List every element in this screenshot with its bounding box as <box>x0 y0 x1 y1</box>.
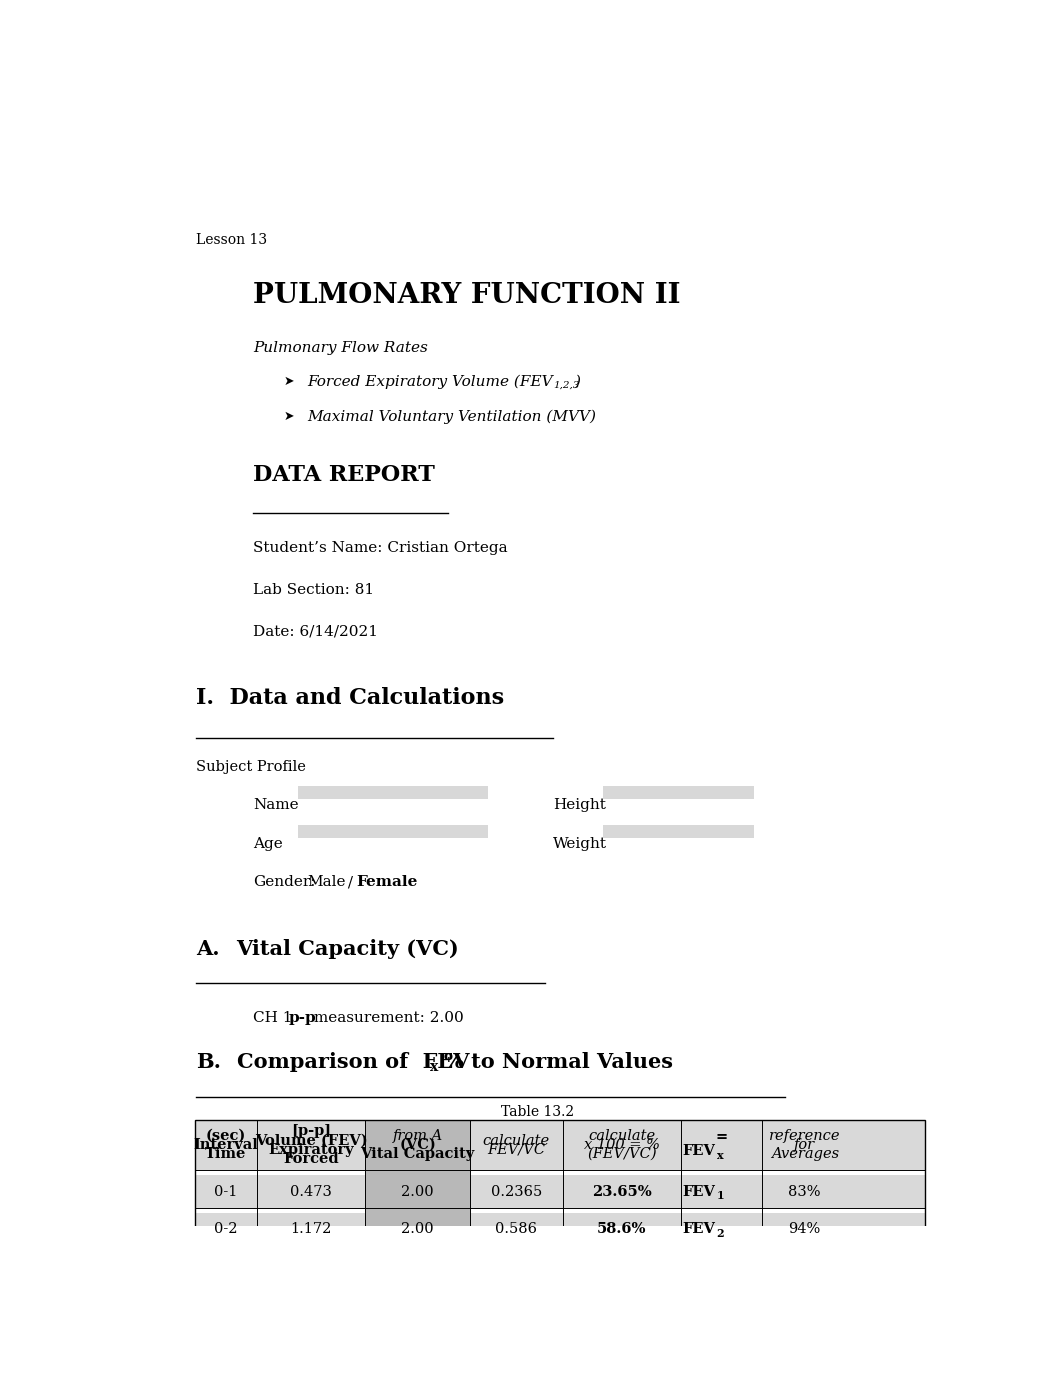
Text: Weight: Weight <box>553 837 606 851</box>
Text: Averages: Averages <box>771 1147 839 1161</box>
Text: Time: Time <box>205 1147 246 1161</box>
Text: p-p: p-p <box>289 1011 316 1024</box>
Text: ): ) <box>575 375 581 388</box>
FancyBboxPatch shape <box>297 825 487 837</box>
Text: 1.172: 1.172 <box>290 1223 331 1237</box>
Text: 23.65%: 23.65% <box>592 1184 652 1198</box>
Text: Lab Section: 81: Lab Section: 81 <box>253 582 374 596</box>
Text: 83%: 83% <box>788 1184 821 1198</box>
Text: Lesson 13: Lesson 13 <box>196 233 268 246</box>
Text: reference: reference <box>769 1129 840 1143</box>
Text: Expiratory: Expiratory <box>269 1143 354 1157</box>
Text: DATA REPORT: DATA REPORT <box>253 464 434 486</box>
Text: 0-1: 0-1 <box>215 1184 238 1198</box>
Text: 2.00: 2.00 <box>401 1184 434 1198</box>
Text: /: / <box>343 876 358 890</box>
Text: I.  Data and Calculations: I. Data and Calculations <box>196 687 504 709</box>
Text: [p-p]: [p-p] <box>291 1125 331 1139</box>
Bar <box>194 1170 925 1176</box>
Text: Age: Age <box>253 837 282 851</box>
Text: CH 1: CH 1 <box>253 1011 297 1024</box>
Text: Gender:: Gender: <box>253 876 315 890</box>
Bar <box>365 1170 469 1176</box>
Text: Pulmonary Flow Rates: Pulmonary Flow Rates <box>253 340 428 355</box>
Text: (FEV/VC): (FEV/VC) <box>587 1147 656 1161</box>
Text: 0.473: 0.473 <box>290 1184 332 1198</box>
FancyBboxPatch shape <box>603 825 754 837</box>
Text: B.: B. <box>196 1052 221 1073</box>
Text: measurement: 2.00: measurement: 2.00 <box>309 1011 464 1024</box>
Bar <box>365 1120 469 1246</box>
Text: FEV: FEV <box>682 1144 715 1158</box>
Text: Subject Profile: Subject Profile <box>196 760 306 774</box>
Text: Date: 6/14/2021: Date: 6/14/2021 <box>253 624 378 638</box>
Bar <box>194 1208 925 1213</box>
Text: Male: Male <box>307 876 345 890</box>
Text: Forced: Forced <box>284 1151 339 1166</box>
Text: 58.6%: 58.6% <box>597 1223 647 1237</box>
Text: ➤: ➤ <box>284 375 294 388</box>
Text: calculate: calculate <box>588 1129 655 1143</box>
Text: (VC): (VC) <box>399 1137 435 1153</box>
Text: 94%: 94% <box>789 1223 821 1237</box>
Text: % to Normal Values: % to Normal Values <box>444 1052 673 1073</box>
Text: from A: from A <box>393 1129 443 1143</box>
Text: =: = <box>716 1131 727 1144</box>
Text: Height: Height <box>553 799 605 812</box>
Text: 1,2,3: 1,2,3 <box>553 381 580 390</box>
Text: FEV/VC: FEV/VC <box>487 1143 546 1157</box>
Text: 2: 2 <box>717 1228 724 1239</box>
Text: Vital Capacity (VC): Vital Capacity (VC) <box>237 939 460 960</box>
Text: 0.2365: 0.2365 <box>491 1184 542 1198</box>
Text: Vital Capacity: Vital Capacity <box>360 1147 475 1161</box>
Text: Forced Expiratory Volume (FEV: Forced Expiratory Volume (FEV <box>307 375 552 390</box>
Bar <box>365 1208 469 1213</box>
Text: 2.00: 2.00 <box>401 1223 434 1237</box>
Text: FEV: FEV <box>682 1184 715 1198</box>
Text: Volume (FEV): Volume (FEV) <box>255 1133 367 1147</box>
Text: for: for <box>794 1137 816 1153</box>
Text: Student’s Name: Cristian Ortega: Student’s Name: Cristian Ortega <box>253 541 508 555</box>
Text: ➤: ➤ <box>284 410 294 423</box>
FancyBboxPatch shape <box>603 786 754 799</box>
Text: Interval: Interval <box>193 1137 258 1153</box>
Text: Comparison of  FEV: Comparison of FEV <box>237 1052 469 1073</box>
Text: x 100 = %: x 100 = % <box>584 1137 660 1153</box>
Text: A.: A. <box>196 939 220 960</box>
Text: Maximal Voluntary Ventilation (MVV): Maximal Voluntary Ventilation (MVV) <box>307 410 596 424</box>
Text: calculate: calculate <box>483 1133 550 1147</box>
Bar <box>194 1120 925 1246</box>
Text: x: x <box>717 1150 723 1161</box>
Text: PULMONARY FUNCTION II: PULMONARY FUNCTION II <box>253 282 681 310</box>
Text: Name: Name <box>253 799 298 812</box>
Text: (sec): (sec) <box>206 1129 246 1143</box>
Text: FEV: FEV <box>682 1223 715 1237</box>
Text: Female: Female <box>357 876 418 890</box>
Text: 1: 1 <box>717 1190 724 1201</box>
Text: 0-2: 0-2 <box>215 1223 238 1237</box>
Text: Table 13.2: Table 13.2 <box>501 1104 573 1118</box>
Text: x: x <box>430 1060 439 1074</box>
FancyBboxPatch shape <box>297 786 487 799</box>
Bar <box>194 1120 925 1246</box>
Text: 0.586: 0.586 <box>495 1223 537 1237</box>
